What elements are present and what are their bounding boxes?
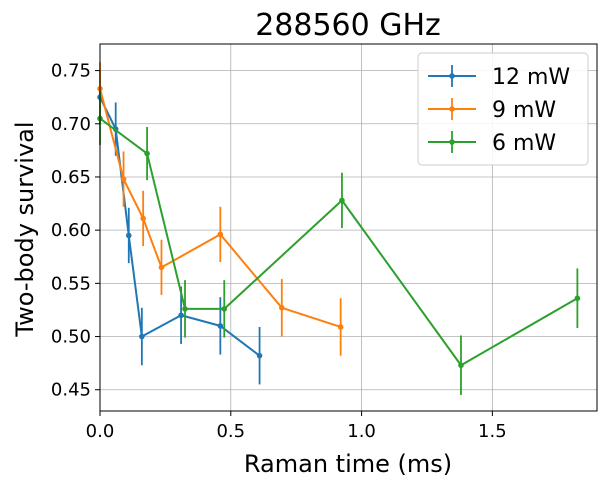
- data-point: [182, 306, 188, 312]
- legend-marker: [449, 73, 455, 79]
- legend-label: 6 mW: [492, 131, 556, 156]
- data-point: [178, 312, 184, 319]
- data-point: [120, 176, 127, 182]
- y-tick-label: 0.65: [51, 167, 91, 188]
- legend-entry: 6 mW: [428, 131, 556, 156]
- legend-box: [417, 52, 589, 166]
- legend-label: 9 mW: [492, 98, 556, 123]
- x-axis-ticks: 0.0 0.5 1.0 1.5: [86, 411, 507, 442]
- x-axis-label: Raman time (ms): [244, 450, 452, 478]
- data-point: [221, 306, 228, 312]
- data-point: [256, 352, 263, 359]
- legend: 12 mW 9 mW 6 mW: [417, 52, 589, 166]
- x-tick-label: 0.0: [86, 421, 115, 442]
- data-point: [278, 305, 285, 311]
- legend-entry: 12 mW: [428, 65, 570, 90]
- y-tick-label: 0.70: [51, 114, 91, 135]
- y-tick-label: 0.45: [51, 380, 91, 401]
- data-point: [140, 215, 146, 222]
- y-tick-label: 0.60: [51, 220, 91, 241]
- plot-frame: [99, 43, 598, 412]
- legend-entry: 9 mW: [428, 98, 556, 123]
- chart-title: 288560 GHz: [255, 8, 441, 43]
- y-tick-label: 0.55: [51, 273, 91, 294]
- data-point: [158, 264, 165, 271]
- y-tick-label: 0.50: [51, 327, 91, 348]
- data-point: [217, 323, 224, 329]
- y-axis-ticks: 0.45 0.50 0.55 0.60 0.65 0.70 0.75: [51, 61, 100, 401]
- data-point: [217, 231, 224, 238]
- y-axis-label: Two-body survival: [11, 121, 39, 337]
- data-point: [339, 197, 345, 204]
- data-point: [574, 295, 581, 302]
- legend-label: 12 mW: [492, 65, 570, 90]
- data-point: [458, 362, 464, 369]
- legend-marker: [449, 106, 455, 112]
- x-tick-label: 1.5: [478, 421, 507, 442]
- data-point: [144, 150, 150, 157]
- legend-marker: [449, 139, 455, 145]
- data-point: [125, 232, 132, 239]
- y-tick-label: 0.75: [51, 61, 91, 82]
- x-tick-label: 1.0: [347, 421, 376, 442]
- series: [97, 70, 263, 385]
- data-point: [139, 333, 145, 340]
- x-tick-label: 0.5: [216, 421, 245, 442]
- data-point: [337, 324, 344, 330]
